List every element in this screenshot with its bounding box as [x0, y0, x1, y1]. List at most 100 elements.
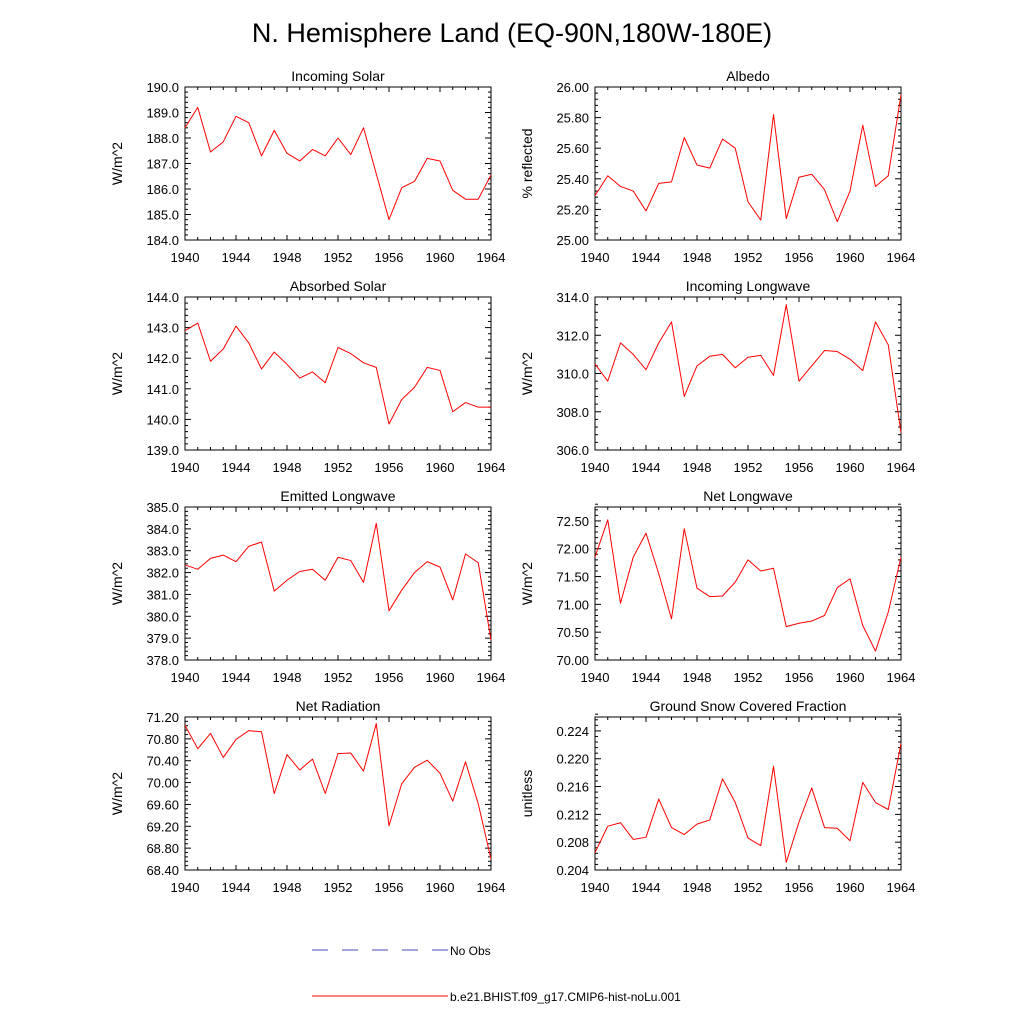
panel-absorbed-solar-title: Absorbed Solar	[290, 278, 387, 294]
panel-absorbed-solar-ytick-label: 140.0	[146, 412, 179, 427]
panel-net-longwave-ytick-label: 71.00	[556, 597, 589, 612]
panel-albedo-xtick-label: 1952	[734, 250, 763, 265]
panel-net-longwave-series-line	[594, 519, 902, 652]
panel-net-radiation: Net Radiation W/m^2 1940 1944 1948 1952 1956 19…	[109, 698, 505, 895]
panel-albedo-ytick-label: 25.80	[556, 111, 589, 126]
panel-incoming-solar-xtick-label: 1948	[273, 250, 302, 265]
panel-emitted-longwave-ytick-label: 385.0	[146, 500, 179, 515]
panel-net-radiation-title: Net Radiation	[296, 698, 381, 714]
panel-net-radiation-series-line	[184, 723, 492, 860]
panel-emitted-longwave: Emitted Longwave W/m^2 1940 1944 1948 1952 195…	[109, 488, 505, 685]
panel-albedo-xtick-label: 1944	[632, 250, 661, 265]
panel-emitted-longwave-xtick-label: 1948	[273, 670, 302, 685]
panel-incoming-longwave-ytick-label: 314.0	[556, 290, 589, 305]
panel-incoming-longwave-xtick-label: 1944	[632, 460, 661, 475]
panel-albedo-ytick-label: 25.00	[556, 233, 589, 248]
panel-incoming-solar-ytick-label: 184.0	[146, 233, 179, 248]
panel-absorbed-solar-series-line	[184, 322, 491, 425]
panel-net-radiation-ytick-label: 68.40	[146, 863, 179, 878]
panel-net-radiation-ytick-label: 71.20	[146, 710, 179, 725]
panel-absorbed-solar-xtick-label: 1960	[426, 460, 455, 475]
panel-net-radiation-xtick-label: 1964	[477, 880, 506, 895]
panel-net-longwave-xtick-label: 1948	[683, 670, 712, 685]
panel-absorbed-solar-xtick-label: 1940	[171, 460, 200, 475]
legend-model-label: b.e21.BHIST.f09_g17.CMIP6-hist-noLu.001	[450, 990, 681, 1004]
panel-ground-snow-covered-fraction-title: Ground Snow Covered Fraction	[650, 698, 847, 714]
panel-net-radiation-ytick-label: 70.00	[146, 776, 179, 791]
panel-emitted-longwave-ytick-label: 384.0	[146, 522, 179, 537]
panel-absorbed-solar: Absorbed Solar W/m^2 1940 1944 1948 1952 1956 1…	[109, 278, 505, 475]
panel-ground-snow-covered-fraction-ylabel: unitless	[519, 770, 535, 817]
panel-absorbed-solar-xtick-label: 1944	[222, 460, 251, 475]
panel-incoming-solar: Incoming Solar W/m^2 1940 1944 1948 1952 1956 1…	[109, 68, 505, 265]
panel-net-longwave-ytick-label: 71.50	[556, 570, 589, 585]
panel-incoming-longwave-frame	[594, 296, 902, 451]
panel-net-radiation-ytick-label: 69.20	[146, 819, 179, 834]
panel-net-longwave-ytick-label: 70.50	[556, 625, 589, 640]
panel-incoming-solar-frame	[184, 86, 492, 241]
panel-incoming-solar-xtick-label: 1952	[324, 250, 353, 265]
panel-incoming-longwave-ytick-label: 312.0	[556, 328, 589, 343]
panel-incoming-solar-xtick-label: 1944	[222, 250, 251, 265]
panel-absorbed-solar-ylabel: W/m^2	[109, 352, 125, 395]
panel-incoming-longwave-xtick-label: 1952	[734, 460, 763, 475]
panel-albedo-ytick-label: 25.60	[556, 141, 589, 156]
panel-ground-snow-covered-fraction-ytick-label: 0.216	[556, 780, 589, 795]
panel-absorbed-solar-ytick-label: 143.0	[146, 321, 179, 336]
panel-net-longwave-xtick-label: 1964	[887, 670, 916, 685]
panel-incoming-longwave-series-line	[594, 304, 902, 433]
panel-net-radiation-xtick-label: 1952	[324, 880, 353, 895]
panel-albedo-xtick-label: 1960	[836, 250, 865, 265]
panel-albedo-ytick-label: 25.40	[556, 172, 589, 187]
panel-ground-snow-covered-fraction-ytick-label: 0.220	[556, 752, 589, 767]
panel-emitted-longwave-ytick-label: 379.0	[146, 631, 179, 646]
panel-albedo: Albedo % reflected 1940 1944 1948 1952 1956 196…	[519, 68, 915, 265]
panel-net-longwave-ytick-label: 72.50	[556, 514, 589, 529]
panel-absorbed-solar-xtick-label: 1948	[273, 460, 302, 475]
panel-albedo-xtick-label: 1964	[887, 250, 916, 265]
panel-net-longwave-xtick-label: 1956	[785, 670, 814, 685]
panel-ground-snow-covered-fraction-series-line	[594, 743, 902, 863]
panel-net-radiation-ytick-label: 69.60	[146, 797, 179, 812]
panels: Incoming Solar W/m^2 1940 1944 1948 1952 1956 1…	[109, 68, 915, 895]
panel-incoming-longwave-ytick-label: 306.0	[556, 443, 589, 458]
panel-net-radiation-ytick-label: 70.40	[146, 754, 179, 769]
panel-net-radiation-ytick-label: 68.80	[146, 841, 179, 856]
panel-ground-snow-covered-fraction-ytick-label: 0.224	[556, 724, 589, 739]
panel-incoming-longwave-xtick-label: 1956	[785, 460, 814, 475]
panel-emitted-longwave-series-line	[184, 522, 492, 641]
panel-incoming-solar-xtick-label: 1956	[375, 250, 404, 265]
panel-emitted-longwave-title: Emitted Longwave	[280, 488, 395, 504]
panel-albedo-ylabel: % reflected	[519, 128, 535, 198]
panel-net-radiation-xtick-label: 1948	[273, 880, 302, 895]
panel-net-radiation-xtick-label: 1944	[222, 880, 251, 895]
panel-incoming-longwave-xtick-label: 1948	[683, 460, 712, 475]
panel-incoming-longwave: Incoming Longwave W/m^2 1940 1944 1948 1952 19…	[519, 278, 915, 475]
panel-emitted-longwave-ytick-label: 378.0	[146, 653, 179, 668]
panel-net-radiation-frame	[184, 716, 492, 871]
panel-net-longwave-xtick-label: 1940	[581, 670, 610, 685]
panel-incoming-longwave-title: Incoming Longwave	[686, 278, 811, 294]
panel-net-longwave: Net Longwave W/m^2 1940 1944 1948 1952 1956 196…	[519, 488, 915, 685]
panel-incoming-longwave-xtick-label: 1964	[887, 460, 916, 475]
panel-net-radiation-xtick-label: 1960	[426, 880, 455, 895]
panel-ground-snow-covered-fraction-xtick-label: 1948	[683, 880, 712, 895]
panel-ground-snow-covered-fraction-ytick-label: 0.204	[556, 863, 589, 878]
panel-absorbed-solar-ytick-label: 142.0	[146, 351, 179, 366]
panel-absorbed-solar-xtick-label: 1952	[324, 460, 353, 475]
panel-absorbed-solar-ytick-label: 139.0	[146, 443, 179, 458]
panel-incoming-solar-ytick-label: 188.0	[146, 131, 179, 146]
panel-ground-snow-covered-fraction-frame	[594, 716, 902, 871]
panel-incoming-longwave-ylabel: W/m^2	[519, 352, 535, 395]
panel-net-longwave-frame	[594, 506, 902, 661]
panel-incoming-solar-xtick-label: 1960	[426, 250, 455, 265]
panel-absorbed-solar-xtick-label: 1964	[477, 460, 506, 475]
panel-albedo-ytick-label: 26.00	[556, 80, 589, 95]
panel-emitted-longwave-xtick-label: 1944	[222, 670, 251, 685]
panel-emitted-longwave-xtick-label: 1956	[375, 670, 404, 685]
panel-incoming-longwave-xtick-label: 1960	[836, 460, 865, 475]
panel-net-longwave-title: Net Longwave	[703, 488, 793, 504]
panel-ground-snow-covered-fraction-xtick-label: 1940	[581, 880, 610, 895]
panel-emitted-longwave-xtick-label: 1940	[171, 670, 200, 685]
panel-ground-snow-covered-fraction-ytick-label: 0.208	[556, 835, 589, 850]
